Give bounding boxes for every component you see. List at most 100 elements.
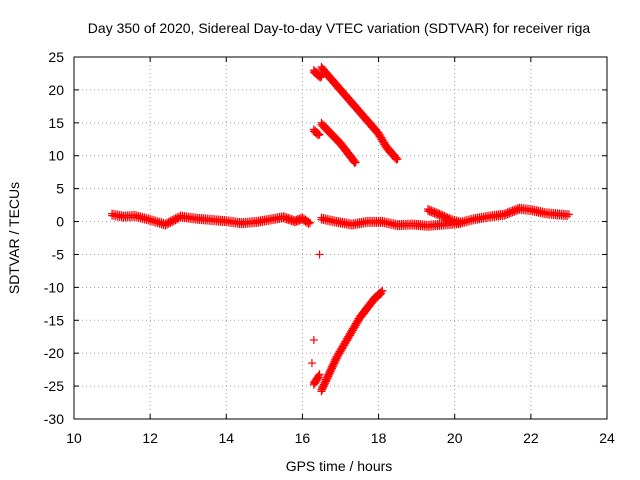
data-point xyxy=(320,380,329,389)
data-point xyxy=(346,329,355,338)
data-point xyxy=(456,219,465,228)
series-arc-lower xyxy=(317,286,387,396)
y-tick-label: 5 xyxy=(56,181,64,197)
data-point xyxy=(353,318,362,327)
data-point xyxy=(340,341,349,350)
y-axis-ticks: -30 -25 -20 -15 -10 -5 0 5 10 15 20 25 xyxy=(44,49,607,427)
data-point xyxy=(313,375,322,384)
data-point xyxy=(328,364,337,373)
y-tick-label: 20 xyxy=(48,82,64,98)
data-point xyxy=(341,339,350,348)
y-tick-label: 15 xyxy=(48,115,64,131)
data-point xyxy=(331,356,340,365)
plot-frame xyxy=(73,56,608,420)
data-point xyxy=(348,326,357,335)
y-axis-label: SDTVAR / TECUs xyxy=(6,182,22,294)
data-point xyxy=(344,334,353,343)
data-point xyxy=(324,372,333,381)
data-point xyxy=(326,367,335,376)
series-arc-upper-2b xyxy=(309,125,324,140)
data-point xyxy=(333,352,342,361)
data-point xyxy=(336,347,345,356)
x-tick-label: 24 xyxy=(599,430,615,446)
data-point xyxy=(309,336,318,345)
series-arc-upper-1 xyxy=(317,62,402,164)
data-point xyxy=(314,131,323,140)
data-point xyxy=(315,370,324,379)
data-point xyxy=(322,375,331,384)
x-tick-label: 12 xyxy=(142,430,158,446)
x-tick-label: 14 xyxy=(218,430,234,446)
data-point xyxy=(345,333,354,342)
data-point xyxy=(458,218,467,227)
data-point xyxy=(325,369,334,378)
series-arc-lower-b xyxy=(309,370,324,389)
data-point xyxy=(321,379,330,388)
chart-title: Day 350 of 2020, Sidereal Day-to-day VTE… xyxy=(88,20,591,36)
y-tick-label: -25 xyxy=(44,378,64,394)
y-tick-label: -5 xyxy=(52,246,65,262)
data-point xyxy=(327,365,336,374)
data-point xyxy=(346,331,355,340)
data-point xyxy=(334,351,343,360)
data-point xyxy=(316,73,325,82)
data-point xyxy=(315,250,324,259)
data-point xyxy=(335,349,344,358)
data-point xyxy=(563,212,572,221)
x-tick-label: 16 xyxy=(295,430,311,446)
x-axis-label: GPS time / hours xyxy=(286,458,393,474)
x-tick-label: 20 xyxy=(447,430,463,446)
data-point xyxy=(347,328,356,337)
y-tick-label: 25 xyxy=(48,49,64,65)
data-point xyxy=(349,324,358,333)
data-point xyxy=(351,321,360,330)
data-point xyxy=(329,361,338,370)
x-tick-label: 18 xyxy=(371,430,387,446)
data-point xyxy=(323,374,332,383)
data-point xyxy=(378,286,387,295)
data-point xyxy=(337,346,346,355)
data-point xyxy=(318,384,327,393)
data-point xyxy=(319,382,328,391)
y-tick-label: -30 xyxy=(44,411,64,427)
data-point xyxy=(343,336,352,345)
data-point xyxy=(314,373,323,382)
data-point xyxy=(325,370,334,379)
data-point xyxy=(564,210,573,219)
data-point xyxy=(332,354,341,363)
y-tick-label: 0 xyxy=(56,214,64,230)
y-tick-label: -10 xyxy=(44,279,64,295)
data-point xyxy=(350,323,359,332)
data-point xyxy=(328,362,337,371)
data-points xyxy=(108,62,573,396)
data-point xyxy=(338,344,347,353)
data-point xyxy=(351,158,360,167)
series-baseline xyxy=(108,209,315,230)
y-tick-label: -15 xyxy=(44,312,64,328)
data-point xyxy=(331,357,340,366)
data-point xyxy=(339,342,348,351)
data-point xyxy=(306,218,315,227)
x-tick-label: 10 xyxy=(66,430,82,446)
grid-lines xyxy=(74,57,607,419)
data-point xyxy=(352,319,361,328)
x-tick-label: 22 xyxy=(523,430,539,446)
data-point xyxy=(322,377,331,386)
data-point xyxy=(393,155,402,164)
series-isolated xyxy=(307,250,324,368)
series-arc-upper-2 xyxy=(317,118,360,167)
series-arc-upper-1b xyxy=(309,66,326,82)
data-point xyxy=(317,72,326,81)
series-baseline-3 xyxy=(424,205,467,228)
y-tick-label: 10 xyxy=(48,148,64,164)
x-axis-ticks: 10 12 14 16 18 20 22 24 xyxy=(66,57,615,446)
data-point xyxy=(342,338,351,347)
data-point xyxy=(317,387,326,396)
data-point xyxy=(304,219,313,228)
data-point xyxy=(330,359,339,368)
data-point xyxy=(318,385,327,394)
y-tick-label: -20 xyxy=(44,345,64,361)
data-point xyxy=(307,359,316,368)
data-point xyxy=(315,130,324,139)
